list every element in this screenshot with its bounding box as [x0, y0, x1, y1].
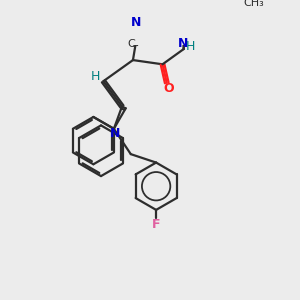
Text: H: H: [186, 40, 195, 53]
Text: F: F: [152, 218, 161, 231]
Text: O: O: [163, 82, 174, 95]
Text: CH₃: CH₃: [243, 0, 264, 8]
Text: C: C: [128, 39, 135, 49]
Text: N: N: [131, 16, 142, 28]
Text: H: H: [91, 70, 101, 83]
Text: N: N: [178, 37, 188, 50]
Text: N: N: [110, 127, 120, 140]
